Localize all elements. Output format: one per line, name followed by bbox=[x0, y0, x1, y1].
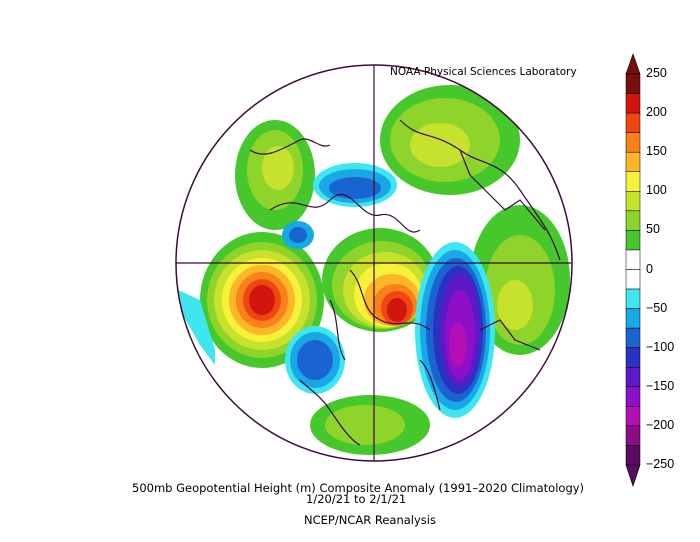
colorbar-box bbox=[625, 171, 641, 192]
colorbar-box bbox=[625, 210, 641, 231]
colorbar-top-arrow bbox=[625, 53, 641, 75]
colorbar-box bbox=[625, 132, 641, 153]
anomaly-field bbox=[176, 65, 572, 461]
colorbar-tick-label: −150 bbox=[646, 378, 675, 393]
colorbar-box bbox=[625, 112, 641, 133]
caption-dates: 1/20/21 to 2/1/21 bbox=[306, 492, 407, 506]
colorbar-box bbox=[625, 288, 641, 309]
coastlines bbox=[176, 65, 572, 461]
colorbar-tick-label: 50 bbox=[646, 222, 660, 237]
colorbar-tick-label: 200 bbox=[646, 105, 667, 120]
credit-label: NOAA Physical Sciences Laboratory bbox=[390, 66, 577, 78]
colorbar-tick-label: 0 bbox=[646, 261, 653, 276]
colorbar-tick-label: −250 bbox=[646, 457, 675, 471]
colorbar-tick-label: 150 bbox=[646, 144, 667, 159]
colorbar-box bbox=[625, 93, 641, 114]
arctic-high-anomaly bbox=[322, 228, 438, 332]
siberian-low-anomaly bbox=[415, 242, 495, 418]
colorbar-box bbox=[625, 327, 641, 348]
colorbar-box bbox=[625, 73, 641, 94]
colorbar-box bbox=[625, 347, 641, 368]
caption-source: NCEP/NCAR Reanalysis bbox=[304, 513, 436, 527]
north-atlantic-low-anomaly bbox=[313, 163, 397, 207]
colorbar-box bbox=[625, 445, 641, 466]
colorbar-box bbox=[625, 230, 641, 251]
colorbar-tick-label: 250 bbox=[646, 66, 667, 80]
colorbar-box bbox=[625, 406, 641, 427]
pacific-high-anomaly bbox=[200, 232, 324, 368]
colorbar-bottom-arrow bbox=[625, 464, 641, 487]
colorbar-box bbox=[625, 269, 641, 290]
map-border bbox=[175, 64, 573, 462]
colorbar-box bbox=[625, 367, 641, 388]
colorbar-box bbox=[625, 386, 641, 407]
colorbar-box bbox=[625, 308, 641, 329]
colorbar-box bbox=[625, 425, 641, 446]
colorbar-tick-label: 100 bbox=[646, 183, 667, 198]
colorbar-box bbox=[625, 249, 641, 270]
north-america-low-anomaly bbox=[178, 221, 345, 394]
colorbar-tick-label: −50 bbox=[646, 300, 668, 315]
colorbar-box bbox=[625, 191, 641, 212]
colorbar-tick-label: −200 bbox=[646, 417, 675, 432]
colorbar-box bbox=[625, 151, 641, 172]
colorbar bbox=[625, 53, 641, 487]
caption-title: 500mb Geopotential Height (m) Composite … bbox=[132, 481, 585, 495]
colorbar-tick-label: −100 bbox=[646, 339, 675, 354]
